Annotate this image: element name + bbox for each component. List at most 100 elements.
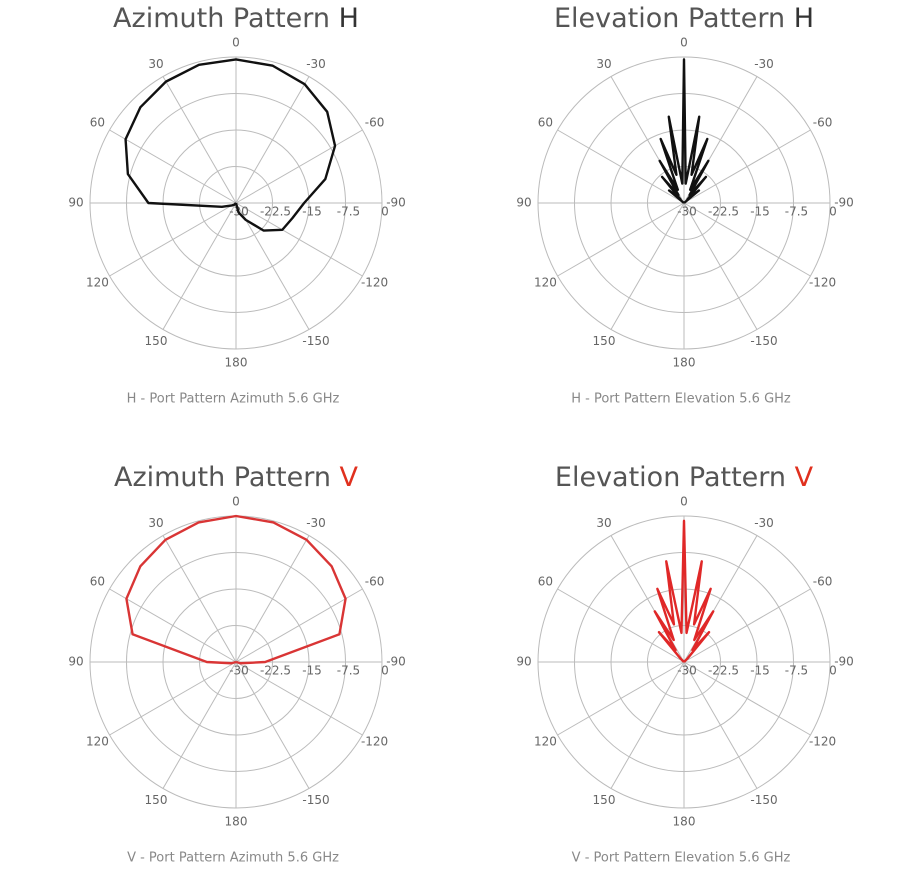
angle-tick-label: 90 bbox=[516, 196, 531, 210]
angle-tick-label: 60 bbox=[538, 116, 553, 130]
r-tick-label: 0 bbox=[381, 205, 389, 219]
angle-tick-label: -30 bbox=[306, 516, 326, 530]
angle-tick-label: 90 bbox=[516, 655, 531, 669]
grid-spoke bbox=[235, 76, 310, 204]
r-tick-label: -22.5 bbox=[260, 664, 291, 678]
angle-tick-label: 0 bbox=[680, 495, 688, 509]
polar-chart: Azimuth Pattern H0-30-60-90-120-15018015… bbox=[68, 3, 405, 407]
grid-spoke bbox=[557, 202, 685, 277]
grid-spoke bbox=[109, 202, 237, 277]
r-tick-label: -30 bbox=[229, 664, 249, 678]
caption: H - Port Pattern Azimuth 5.6 GHz bbox=[127, 392, 340, 407]
title-highlight: V bbox=[340, 462, 359, 493]
grid-spoke bbox=[683, 661, 758, 789]
r-tick-label: -30 bbox=[677, 664, 697, 678]
angle-tick-label: 0 bbox=[232, 36, 240, 50]
r-tick-label: -7.5 bbox=[337, 664, 360, 678]
chart-title: Azimuth Pattern H bbox=[113, 3, 359, 34]
grid-spoke bbox=[610, 202, 685, 330]
r-tick-label: -15 bbox=[750, 664, 770, 678]
angle-tick-label: -150 bbox=[750, 793, 777, 807]
grid-spoke bbox=[109, 661, 237, 736]
grid-spoke bbox=[162, 535, 237, 663]
angle-tick-label: 60 bbox=[90, 116, 105, 130]
r-tick-label: -22.5 bbox=[260, 205, 291, 219]
polar-chart: Elevation Pattern V 0 -30 -60 -90 -120 -150 180… bbox=[516, 462, 853, 866]
caption: V - Port Pattern Azimuth 5.6 GHz bbox=[127, 851, 339, 866]
grid-spoke bbox=[235, 129, 363, 204]
angle-tick-label: 0 bbox=[232, 495, 240, 509]
r-tick-label: -15 bbox=[750, 205, 770, 219]
pattern-line bbox=[653, 519, 715, 663]
angle-tick-label: 90 bbox=[68, 655, 83, 669]
grid-spoke bbox=[162, 76, 237, 204]
title-highlight: V bbox=[795, 462, 814, 493]
r-tick-label: -30 bbox=[677, 205, 697, 219]
chart-title: Elevation Pattern H bbox=[554, 3, 814, 34]
angle-tick-label: -60 bbox=[365, 575, 385, 589]
polar-chart: Azimuth Pattern V0-30-60-90-120-15018015… bbox=[68, 462, 405, 866]
grid-spoke bbox=[109, 588, 237, 663]
r-tick-label: 0 bbox=[381, 664, 389, 678]
angle-tick-label: 0 bbox=[680, 36, 688, 50]
title-text: Azimuth Pattern bbox=[114, 462, 331, 493]
title-text: Elevation Pattern bbox=[555, 462, 786, 493]
angle-tick-label: 150 bbox=[593, 793, 616, 807]
angle-tick-label: -120 bbox=[809, 276, 836, 290]
angle-tick-label: 30 bbox=[596, 516, 611, 530]
angle-tick-label: -120 bbox=[361, 735, 388, 749]
grid-spoke bbox=[235, 202, 363, 277]
grid-spoke bbox=[162, 202, 237, 330]
angle-tick-label: -30 bbox=[754, 516, 774, 530]
caption: V - Port Pattern Elevation 5.6 GHz bbox=[572, 851, 791, 866]
angle-tick-label: -60 bbox=[813, 575, 833, 589]
r-tick-label: -22.5 bbox=[708, 664, 739, 678]
title-highlight: H bbox=[794, 3, 814, 34]
r-tick-label: -7.5 bbox=[785, 664, 808, 678]
angle-tick-label: -60 bbox=[365, 116, 385, 130]
pattern-line bbox=[124, 58, 337, 232]
grid-spoke bbox=[557, 661, 685, 736]
grid-spoke bbox=[235, 202, 310, 330]
angle-tick-label: -90 bbox=[386, 196, 406, 210]
angle-tick-label: 180 bbox=[225, 815, 248, 829]
title-highlight: H bbox=[339, 3, 359, 34]
angle-tick-label: 30 bbox=[148, 516, 163, 530]
angle-tick-label: 150 bbox=[145, 334, 168, 348]
title-text: Elevation Pattern bbox=[554, 3, 785, 34]
r-tick-label: -22.5 bbox=[708, 205, 739, 219]
grid-spoke bbox=[557, 129, 685, 204]
angle-tick-label: -90 bbox=[386, 655, 406, 669]
grid-spoke bbox=[557, 588, 685, 663]
angle-tick-label: -120 bbox=[809, 735, 836, 749]
pattern-line bbox=[125, 514, 347, 665]
title-text: Azimuth Pattern bbox=[113, 3, 330, 34]
angle-tick-label: -30 bbox=[306, 57, 326, 71]
angle-tick-label: 60 bbox=[538, 575, 553, 589]
angle-tick-label: 180 bbox=[225, 356, 248, 370]
angle-tick-label: 30 bbox=[148, 57, 163, 71]
r-tick-label: -7.5 bbox=[785, 205, 808, 219]
angle-tick-label: -30 bbox=[754, 57, 774, 71]
angle-tick-label: 180 bbox=[673, 815, 696, 829]
pattern-line bbox=[658, 58, 710, 204]
r-tick-label: -15 bbox=[302, 664, 322, 678]
angle-tick-label: 120 bbox=[86, 276, 109, 290]
angle-tick-label: -150 bbox=[302, 334, 329, 348]
angle-tick-label: 90 bbox=[68, 196, 83, 210]
angle-tick-label: 120 bbox=[86, 735, 109, 749]
angle-tick-label: -150 bbox=[302, 793, 329, 807]
chart-title: Azimuth Pattern V bbox=[114, 462, 359, 493]
caption: H - Port Pattern Elevation 5.6 GHz bbox=[571, 392, 791, 407]
angle-tick-label: 150 bbox=[145, 793, 168, 807]
angle-tick-label: -60 bbox=[813, 116, 833, 130]
grid-spoke bbox=[683, 588, 811, 663]
angle-tick-label: 150 bbox=[593, 334, 616, 348]
grid-spoke bbox=[683, 661, 811, 736]
angle-tick-label: 120 bbox=[534, 735, 557, 749]
r-tick-label: -15 bbox=[302, 205, 322, 219]
angle-tick-label: -90 bbox=[834, 655, 854, 669]
grid-spoke bbox=[109, 129, 237, 204]
r-tick-label: 0 bbox=[829, 205, 837, 219]
